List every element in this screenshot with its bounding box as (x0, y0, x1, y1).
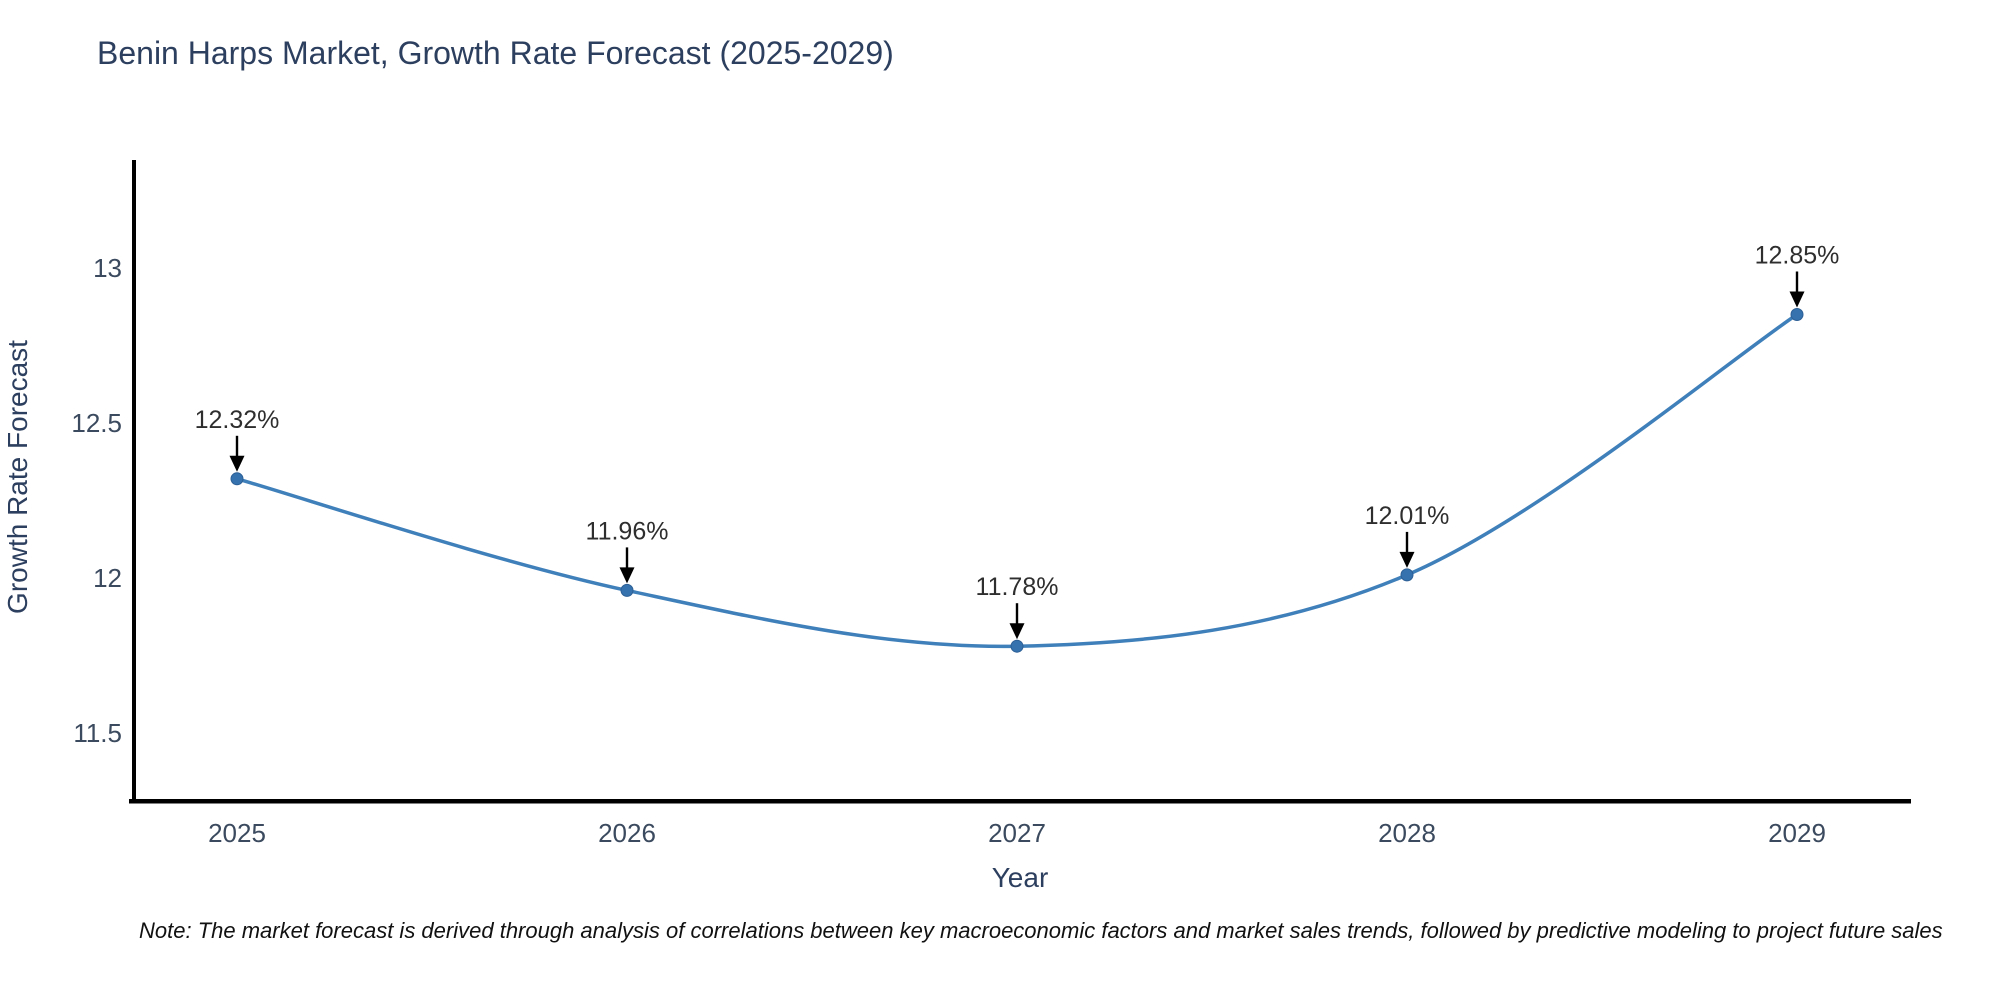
data-point-value-label: 12.32% (195, 406, 280, 434)
y-axis-spine (132, 160, 136, 803)
y-tick-label: 13 (93, 253, 122, 283)
data-point-value-label: 11.78% (976, 573, 1059, 601)
y-tick-labels: 13 12.5 12 11.5 (71, 253, 122, 748)
y-tick-label: 12.5 (71, 408, 122, 438)
x-tick-label: 2025 (208, 818, 266, 848)
annotation-arrowhead-icon (619, 567, 635, 584)
y-tick-label: 12 (93, 563, 122, 593)
data-point-value-label: 12.85% (1755, 242, 1840, 270)
data-point-marker (620, 583, 634, 597)
forecast-line-series (230, 308, 1804, 653)
x-tick-label: 2029 (1768, 818, 1826, 848)
x-tick-label: 2027 (988, 818, 1046, 848)
data-point-marker (1790, 308, 1804, 321)
x-tick-label: 2028 (1378, 818, 1436, 848)
y-axis-title: Growth Rate Forecast (2, 340, 33, 614)
annotation-arrowhead-icon (229, 455, 245, 472)
chart-title: Benin Harps Market, Growth Rate Forecast… (97, 35, 894, 71)
data-point-annotations: 12.32% 11.96% 11.78% 12.01% 12.85% (195, 242, 1840, 640)
y-tick-label: 11.5 (73, 718, 122, 748)
footnote: Note: The market forecast is derived thr… (139, 918, 1943, 943)
annotation-arrowhead-icon (1789, 291, 1805, 308)
annotation-arrowhead-icon (1399, 551, 1415, 568)
x-tick-labels: 2025 2026 2027 2028 2029 (208, 818, 1826, 848)
data-point-marker (1400, 568, 1414, 582)
data-point-marker (1010, 639, 1024, 653)
data-point-value-label: 12.01% (1365, 502, 1450, 530)
data-point-value-label: 11.96% (586, 517, 669, 545)
x-axis-spine (129, 799, 1911, 804)
annotation-arrowhead-icon (1009, 623, 1025, 640)
x-axis-title: Year (992, 862, 1049, 893)
data-point-marker (230, 472, 244, 486)
x-tick-label: 2026 (598, 818, 656, 848)
